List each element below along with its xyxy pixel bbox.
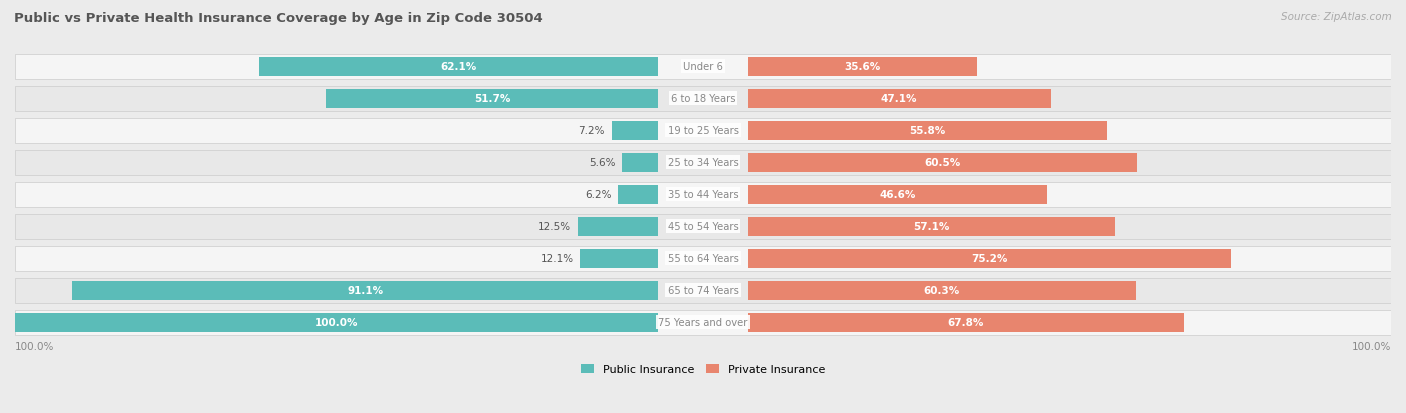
Bar <box>15 278 1391 303</box>
Text: 57.1%: 57.1% <box>912 222 949 232</box>
Bar <box>581 249 658 268</box>
Bar <box>748 281 1136 300</box>
Bar <box>748 217 1115 236</box>
Bar <box>623 153 658 173</box>
Text: 75.2%: 75.2% <box>972 254 1008 263</box>
Text: 5.6%: 5.6% <box>589 158 616 168</box>
Bar <box>15 119 1391 143</box>
Text: 55 to 64 Years: 55 to 64 Years <box>668 254 738 263</box>
Text: 12.5%: 12.5% <box>538 222 571 232</box>
Text: 100.0%: 100.0% <box>1351 342 1391 351</box>
Text: Source: ZipAtlas.com: Source: ZipAtlas.com <box>1281 12 1392 22</box>
Bar <box>748 153 1137 173</box>
Text: 67.8%: 67.8% <box>948 318 984 328</box>
Bar <box>15 150 1391 176</box>
Bar <box>326 90 658 109</box>
Bar <box>748 121 1107 140</box>
Text: 51.7%: 51.7% <box>474 94 510 104</box>
Bar <box>748 57 977 77</box>
Bar <box>15 183 1391 207</box>
Bar <box>259 57 658 77</box>
Text: 60.5%: 60.5% <box>924 158 960 168</box>
Bar <box>619 185 658 204</box>
Bar <box>748 90 1050 109</box>
Text: 25 to 34 Years: 25 to 34 Years <box>668 158 738 168</box>
Text: 55.8%: 55.8% <box>910 126 945 136</box>
Bar <box>748 185 1047 204</box>
Bar <box>578 217 658 236</box>
Text: 75 Years and over: 75 Years and over <box>658 318 748 328</box>
Bar <box>748 249 1232 268</box>
Bar <box>15 214 1391 239</box>
Legend: Public Insurance, Private Insurance: Public Insurance, Private Insurance <box>581 364 825 374</box>
Text: Under 6: Under 6 <box>683 62 723 72</box>
Text: 6.2%: 6.2% <box>585 190 612 200</box>
Text: 60.3%: 60.3% <box>924 285 960 296</box>
Text: Public vs Private Health Insurance Coverage by Age in Zip Code 30504: Public vs Private Health Insurance Cover… <box>14 12 543 25</box>
Text: 100.0%: 100.0% <box>15 342 55 351</box>
Text: 35 to 44 Years: 35 to 44 Years <box>668 190 738 200</box>
Bar <box>15 87 1391 112</box>
Text: 35.6%: 35.6% <box>844 62 880 72</box>
Bar <box>15 55 1391 80</box>
Text: 45 to 54 Years: 45 to 54 Years <box>668 222 738 232</box>
Bar <box>72 281 658 300</box>
Text: 47.1%: 47.1% <box>882 94 918 104</box>
Text: 46.6%: 46.6% <box>879 190 915 200</box>
Bar <box>15 246 1391 271</box>
Text: 62.1%: 62.1% <box>440 62 477 72</box>
Bar <box>15 313 658 332</box>
Text: 100.0%: 100.0% <box>315 318 359 328</box>
Bar <box>612 121 658 140</box>
Text: 91.1%: 91.1% <box>347 285 384 296</box>
Text: 12.1%: 12.1% <box>540 254 574 263</box>
Bar <box>15 310 1391 335</box>
Text: 6 to 18 Years: 6 to 18 Years <box>671 94 735 104</box>
Bar <box>748 313 1184 332</box>
Text: 19 to 25 Years: 19 to 25 Years <box>668 126 738 136</box>
Text: 7.2%: 7.2% <box>579 126 605 136</box>
Text: 65 to 74 Years: 65 to 74 Years <box>668 285 738 296</box>
